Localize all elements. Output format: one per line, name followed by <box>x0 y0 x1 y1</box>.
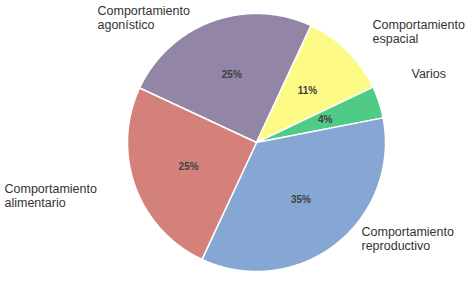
svg-text:4%: 4% <box>318 114 333 125</box>
svg-text:Comportamientoalimentario: Comportamientoalimentario <box>5 182 97 210</box>
svg-text:Varios: Varios <box>412 67 447 81</box>
svg-text:25%: 25% <box>179 161 199 172</box>
svg-text:Comportamientoreproductivo: Comportamientoreproductivo <box>362 225 454 253</box>
svg-text:Comportamientoespacial: Comportamientoespacial <box>373 18 465 46</box>
svg-text:35%: 35% <box>291 194 311 205</box>
svg-text:25%: 25% <box>222 69 242 80</box>
svg-text:Comportamientoagonístico: Comportamientoagonístico <box>98 4 190 32</box>
svg-text:11%: 11% <box>298 85 318 96</box>
